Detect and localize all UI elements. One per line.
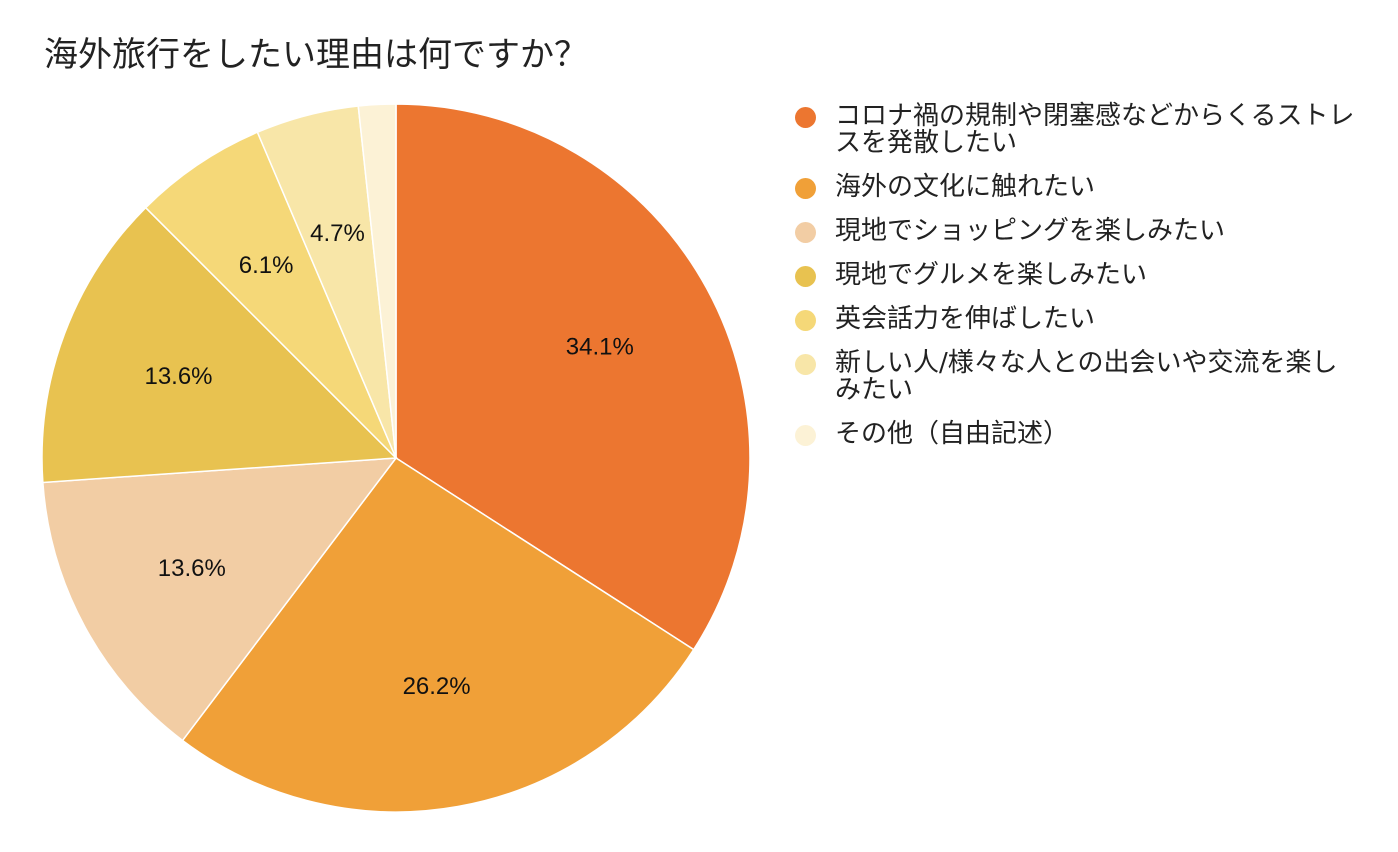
- legend-label: コロナ禍の規制や閉塞感などからくるストレスを発散したい: [835, 101, 1355, 158]
- legend-item: その他（自由記述）: [795, 421, 1355, 448]
- legend-label: 現地でグルメを楽しみたい: [835, 260, 1148, 290]
- legend-label: 海外の文化に触れたい: [835, 172, 1096, 202]
- legend-swatch: [795, 222, 816, 243]
- pie-value-label: 26.2%: [403, 673, 471, 700]
- legend-item: 現地でショッピングを楽しみたい: [795, 218, 1355, 245]
- legend-swatch: [795, 107, 816, 128]
- pie-value-labels: 34.1% 26.2% 13.6% 13.6% 6.1% 4.7%: [144, 220, 633, 700]
- pie-slice: [395, 103, 751, 651]
- pie-value-label: 4.7%: [310, 220, 365, 247]
- pie-slice: [357, 103, 397, 459]
- legend-swatch: [795, 354, 816, 375]
- chart-legend: コロナ禍の規制や閉塞感などからくるストレスを発散したい海外の文化に触れたい現地で…: [795, 103, 1355, 465]
- legend-swatch: [795, 425, 816, 446]
- legend-label: 英会話力を伸ばしたい: [835, 304, 1096, 334]
- legend-swatch: [795, 178, 816, 199]
- legend-label: 現地でショッピングを楽しみたい: [835, 216, 1226, 246]
- legend-item: 新しい人/様々な人との出会いや交流を楽しみたい: [795, 350, 1355, 404]
- legend-item: コロナ禍の規制や閉塞感などからくるストレスを発散したい: [795, 103, 1355, 157]
- pie-slice: [42, 457, 398, 742]
- legend-swatch: [795, 266, 816, 287]
- legend-item: 英会話力を伸ばしたい: [795, 306, 1355, 333]
- legend-item: 現地でグルメを楽しみたい: [795, 262, 1355, 289]
- legend-label: 新しい人/様々な人との出会いや交流を楽しみたい: [835, 348, 1338, 405]
- pie-slice: [144, 131, 397, 459]
- pie-slices: [41, 103, 751, 813]
- chart-title: 海外旅行をしたい理由は何ですか？: [44, 35, 588, 75]
- legend-swatch: [795, 310, 816, 331]
- pie-value-label: 6.1%: [239, 252, 294, 279]
- pie-slice: [41, 206, 398, 484]
- legend-label: その他（自由記述）: [835, 419, 1070, 449]
- pie-chart: 34.1% 26.2% 13.6% 13.6% 6.1% 4.7%: [41, 103, 751, 813]
- pie-value-label: 34.1%: [566, 333, 634, 360]
- pie-value-label: 13.6%: [144, 363, 212, 390]
- legend-item: 海外の文化に触れたい: [795, 174, 1355, 201]
- pie-value-label: 13.6%: [158, 555, 226, 582]
- pie-slice: [181, 456, 695, 813]
